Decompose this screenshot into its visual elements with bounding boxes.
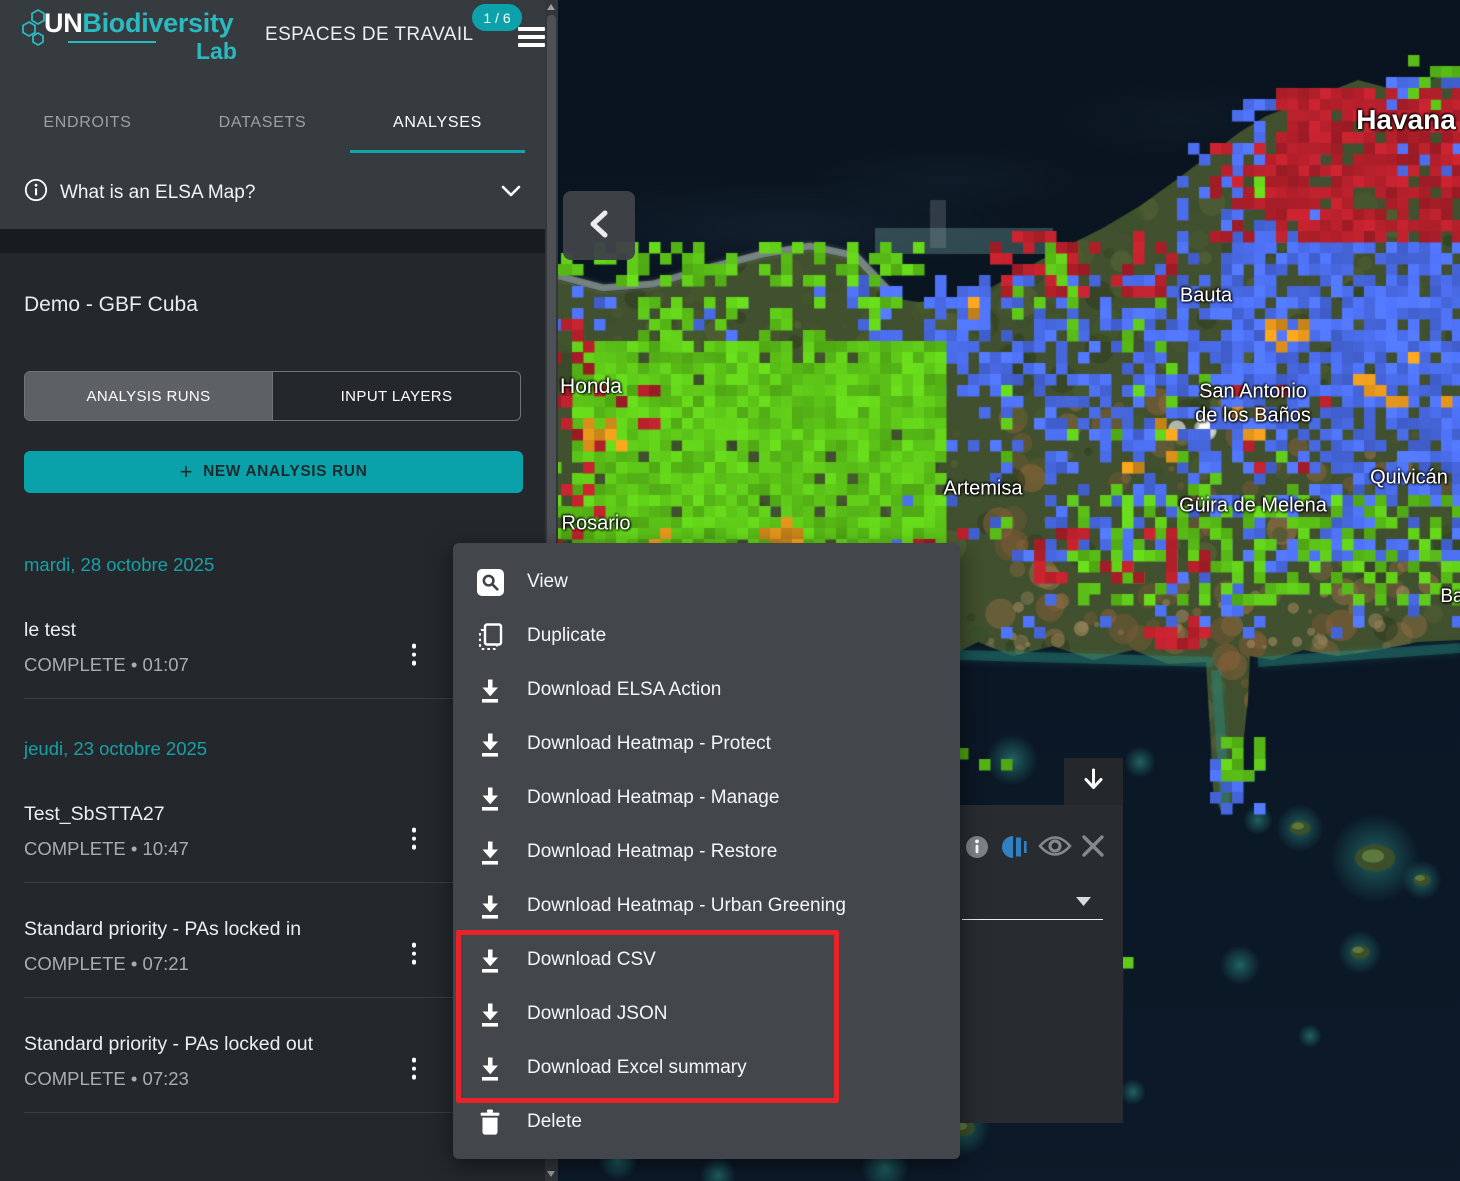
chevron-down-icon[interactable] — [501, 184, 521, 202]
run-context-menu: View Duplicate Download ELSA Action Downloa… — [453, 543, 960, 1159]
close-icon[interactable] — [1080, 833, 1106, 864]
menu-item-label: Duplicate — [527, 625, 607, 646]
workspace-counter-badge: 1 / 6 — [472, 4, 522, 31]
download-icon — [453, 785, 527, 812]
chevron-left-icon — [584, 207, 614, 244]
panel-collapse-button[interactable] — [1064, 758, 1123, 805]
tab-bar: ENDROITS DATASETS ANALYSES — [0, 96, 525, 153]
menu-item-download-excel-summary[interactable]: Download Excel summary — [453, 1041, 960, 1095]
menu-item-label: Download Heatmap - Restore — [527, 841, 778, 862]
run-status: COMPLETE • 10:47 — [24, 838, 189, 859]
kebab-menu-icon[interactable] — [401, 640, 427, 674]
run-name: Standard priority - PAs locked out — [24, 1033, 314, 1055]
kebab-menu-icon[interactable] — [401, 1054, 427, 1088]
workspace-title: ESPACES DE TRAVAIL — [265, 24, 474, 45]
opacity-icon[interactable] — [1001, 833, 1031, 866]
menu-item-download-heatmap-manage[interactable]: Download Heatmap - Manage — [453, 771, 960, 825]
menu-item-label: Download Heatmap - Urban Greening — [527, 895, 846, 916]
analysis-run-item[interactable]: Test_SbSTTA27 COMPLETE • 10:47 — [24, 796, 521, 883]
run-name: le test — [24, 619, 77, 641]
sidebar-header: UNBiodiversity Lab ESPACES DE TRAVAIL 1 … — [0, 0, 545, 229]
plus-icon: + — [179, 459, 194, 484]
kebab-menu-icon[interactable] — [401, 939, 427, 973]
tab-endroits[interactable]: ENDROITS — [43, 114, 132, 131]
brand-title: UNBiodiversity — [44, 8, 234, 38]
analysis-run-item[interactable]: le test COMPLETE • 01:07 — [24, 612, 521, 699]
menu-item-duplicate[interactable]: Duplicate — [453, 609, 960, 663]
workspace-name: Demo - GBF Cuba — [24, 293, 198, 316]
menu-item-label: Download Excel summary — [527, 1057, 747, 1078]
view-toggle: ANALYSIS RUNS INPUT LAYERS — [24, 371, 521, 421]
dropdown-underline — [962, 919, 1103, 920]
run-date-header: jeudi, 23 octobre 2025 — [24, 738, 208, 759]
download-icon — [453, 1001, 527, 1028]
download-icon — [453, 839, 527, 866]
menu-item-download-heatmap-urban-greening[interactable]: Download Heatmap - Urban Greening — [453, 879, 960, 933]
download-icon — [453, 677, 527, 704]
visibility-icon[interactable] — [1037, 833, 1073, 864]
kebab-menu-icon[interactable] — [401, 824, 427, 858]
info-circle-icon — [24, 178, 48, 207]
header-divider — [0, 229, 545, 253]
tab-analyses[interactable]: ANALYSES — [350, 96, 525, 153]
menu-item-label: Download Heatmap - Manage — [527, 787, 780, 808]
download-icon — [453, 731, 527, 758]
download-icon — [453, 947, 527, 974]
menu-item-download-heatmap-restore[interactable]: Download Heatmap - Restore — [453, 825, 960, 879]
brand-logo-icon — [20, 6, 48, 69]
run-date-header: mardi, 28 octobre 2025 — [24, 554, 215, 575]
menu-item-download-elsa-action[interactable]: Download ELSA Action — [453, 663, 960, 717]
hamburger-menu-icon[interactable] — [518, 27, 545, 47]
elsa-question-label: What is an ELSA Map? — [60, 181, 256, 203]
run-name: Standard priority - PAs locked in — [24, 918, 302, 940]
info-icon[interactable] — [963, 833, 991, 866]
menu-item-download-heatmap-protect[interactable]: Download Heatmap - Protect — [453, 717, 960, 771]
run-status: COMPLETE • 07:21 — [24, 953, 189, 974]
run-name: Test_SbSTTA27 — [24, 803, 165, 825]
scrollbar-thumb[interactable] — [547, 15, 556, 660]
run-status: COMPLETE • 07:23 — [24, 1068, 189, 1089]
arrow-down-icon — [1080, 767, 1107, 797]
delete-icon — [453, 1108, 527, 1136]
menu-item-label: Download CSV — [527, 949, 656, 970]
brand-lab: Lab — [196, 38, 237, 64]
menu-item-label: Delete — [527, 1111, 582, 1132]
analysis-run-item[interactable]: Standard priority - PAs locked out COMPLE… — [24, 1026, 521, 1113]
download-icon — [453, 1055, 527, 1082]
menu-item-label: Download Heatmap - Protect — [527, 733, 771, 754]
analysis-run-list: mardi, 28 octobre 2025 le test COMPLETE • … — [0, 553, 545, 1113]
toggle-input-layers[interactable]: INPUT LAYERS — [272, 372, 520, 420]
duplicate-icon — [453, 621, 527, 652]
dropdown-caret-icon[interactable] — [1076, 893, 1091, 911]
toggle-analysis-runs[interactable]: ANALYSIS RUNS — [25, 372, 272, 420]
sidebar-content: Demo - GBF Cuba ANALYSIS RUNS INPUT LAYE… — [0, 253, 545, 1181]
menu-item-label: Download ELSA Action — [527, 679, 722, 700]
brand-underline — [68, 41, 156, 43]
menu-item-label: Download JSON — [527, 1003, 668, 1024]
menu-item-download-json[interactable]: Download JSON — [453, 987, 960, 1041]
scroll-up-icon[interactable] — [547, 4, 555, 10]
menu-item-delete[interactable]: Delete — [453, 1095, 960, 1149]
view-icon — [453, 568, 527, 596]
sidebar-collapse-button[interactable] — [563, 191, 635, 260]
scroll-down-icon[interactable] — [547, 1171, 555, 1177]
download-icon — [453, 893, 527, 920]
menu-item-download-csv[interactable]: Download CSV — [453, 933, 960, 987]
analysis-run-item[interactable]: Standard priority - PAs locked in COMPLET… — [24, 911, 521, 998]
tab-datasets[interactable]: DATASETS — [218, 114, 307, 131]
menu-item-label: View — [527, 571, 568, 592]
elsa-info-row[interactable]: What is an ELSA Map? — [24, 169, 521, 216]
menu-item-view[interactable]: View — [453, 555, 960, 609]
run-status: COMPLETE • 01:07 — [24, 654, 189, 675]
new-analysis-run-button[interactable]: + NEW ANALYSIS RUN — [24, 451, 523, 493]
